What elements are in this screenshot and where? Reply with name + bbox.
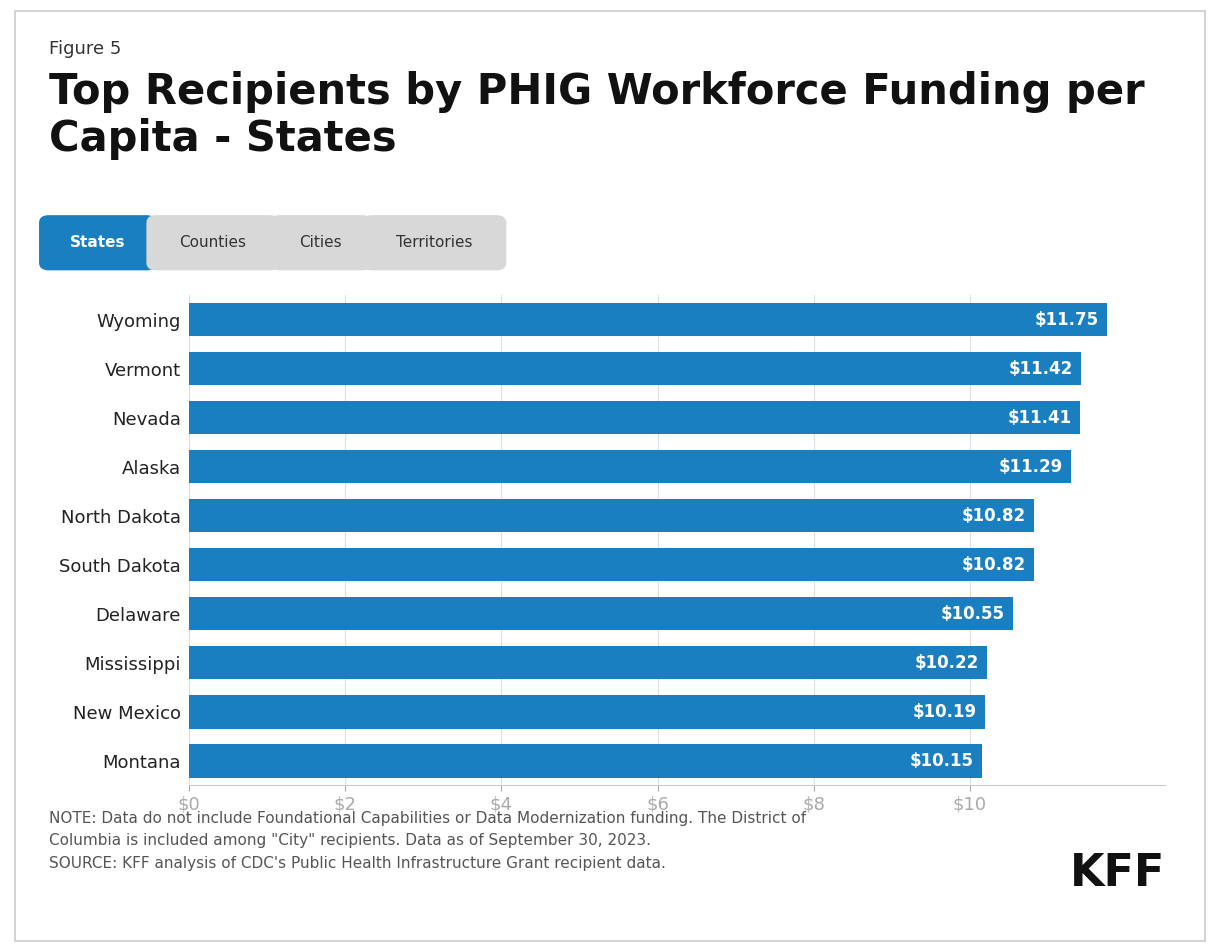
Text: $10.22: $10.22 bbox=[915, 654, 980, 672]
Text: $11.42: $11.42 bbox=[1009, 360, 1072, 378]
Bar bbox=[189, 597, 1013, 630]
Bar bbox=[189, 695, 985, 728]
Text: $11.41: $11.41 bbox=[1008, 408, 1072, 426]
Bar bbox=[189, 499, 1033, 532]
FancyBboxPatch shape bbox=[270, 215, 372, 270]
FancyBboxPatch shape bbox=[39, 215, 156, 270]
Text: $10.15: $10.15 bbox=[910, 752, 974, 770]
Text: KFF: KFF bbox=[1070, 852, 1165, 895]
FancyBboxPatch shape bbox=[362, 215, 506, 270]
Bar bbox=[189, 352, 1081, 386]
Bar bbox=[189, 646, 987, 680]
Text: NOTE: Data do not include Foundational Capabilities or Data Modernization fundin: NOTE: Data do not include Foundational C… bbox=[49, 811, 806, 870]
Text: Cities: Cities bbox=[300, 235, 342, 250]
Bar bbox=[189, 401, 1080, 434]
Text: $10.19: $10.19 bbox=[913, 703, 977, 721]
Text: Top Recipients by PHIG Workforce Funding per
Capita - States: Top Recipients by PHIG Workforce Funding… bbox=[49, 71, 1144, 160]
FancyBboxPatch shape bbox=[146, 215, 279, 270]
Bar bbox=[189, 548, 1033, 582]
Text: Territories: Territories bbox=[396, 235, 472, 250]
Text: $11.75: $11.75 bbox=[1035, 310, 1099, 328]
Bar bbox=[189, 303, 1107, 336]
Bar bbox=[189, 744, 982, 778]
Text: Figure 5: Figure 5 bbox=[49, 40, 121, 58]
Text: $10.82: $10.82 bbox=[963, 506, 1026, 525]
Text: $11.29: $11.29 bbox=[998, 458, 1063, 476]
Text: States: States bbox=[70, 235, 126, 250]
Text: $10.55: $10.55 bbox=[941, 605, 1005, 623]
Text: Counties: Counties bbox=[179, 235, 246, 250]
Text: $10.82: $10.82 bbox=[963, 556, 1026, 574]
Bar bbox=[189, 450, 1071, 484]
